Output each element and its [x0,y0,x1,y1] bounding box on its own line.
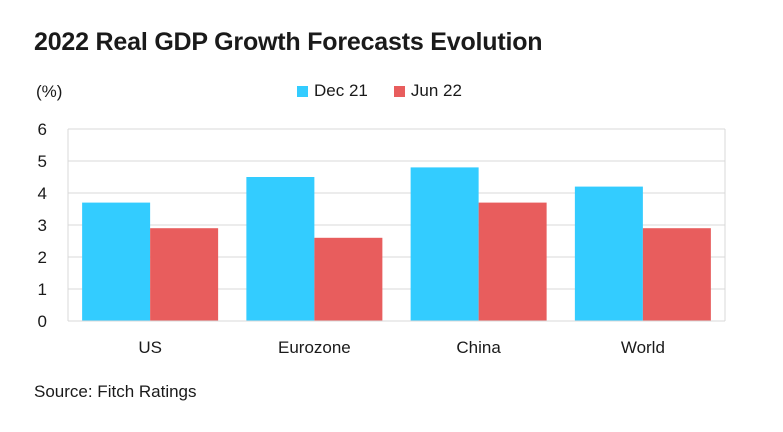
bar-china-jun-22 [478,202,547,321]
y-tick-label-1: 1 [38,280,47,299]
y-axis-unit-label: (%) [36,82,63,101]
legend-swatch-dec-21 [297,85,308,97]
legend-label-jun-22: Jun 22 [410,81,462,100]
y-tick-label-5: 5 [38,152,47,171]
legend-item-dec-21: Dec 21 [297,81,368,101]
y-tick-label-4: 4 [38,184,47,203]
x-tick-label-china: China [456,338,501,357]
legend-label-dec-21: Dec 21 [314,81,368,100]
y-tick-label-0: 0 [38,312,47,331]
source-note: Source: Fitch Ratings [34,382,197,401]
bar-us-jun-22 [150,228,219,321]
bar-world-dec-21 [574,186,643,321]
x-tick-label-eurozone: Eurozone [278,338,351,357]
y-tick-label-6: 6 [38,120,47,139]
chart-title: 2022 Real GDP Growth Forecasts Evolution [34,28,543,56]
bar-china-dec-21 [410,167,479,321]
chart-legend: Dec 21 Jun 22 [297,81,488,101]
legend-swatch-jun-22 [393,85,405,97]
bar-world-jun-22 [642,228,711,321]
y-tick-label-3: 3 [38,216,47,235]
bar-us-dec-21 [82,202,151,321]
bar-eurozone-jun-22 [314,237,383,321]
x-tick-label-us: US [138,338,162,357]
bar-eurozone-dec-21 [246,177,315,321]
legend-item-jun-22: Jun 22 [393,81,462,101]
x-tick-label-world: World [621,338,665,357]
y-tick-label-2: 2 [38,248,47,267]
